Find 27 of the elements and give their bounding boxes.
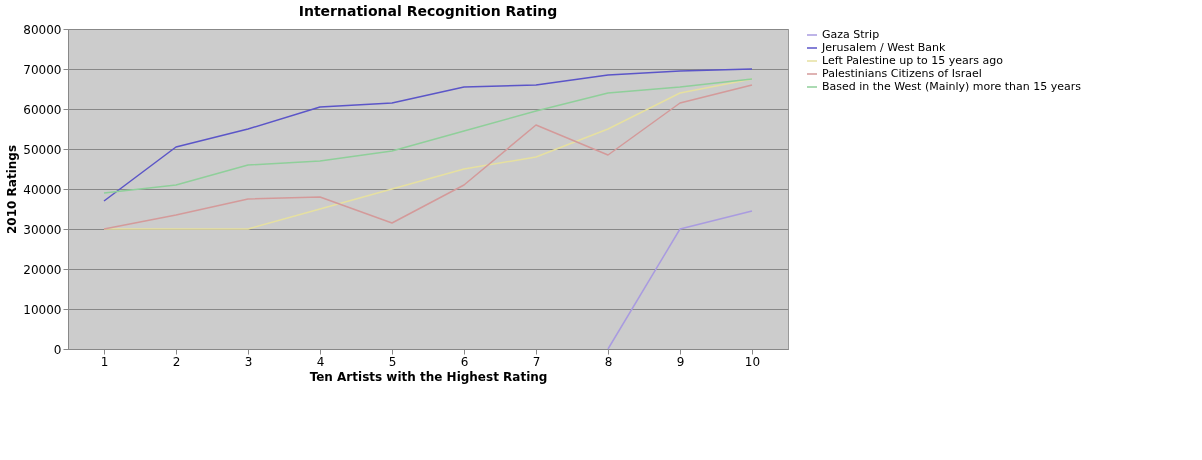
y-tick-label: 60000 (23, 102, 62, 117)
x-tick-label: 7 (532, 354, 541, 369)
x-tick-label: 8 (604, 354, 613, 369)
y-tick-label: 20000 (23, 262, 62, 277)
x-tick-label: 9 (676, 354, 685, 369)
x-tick-label: 6 (460, 354, 469, 369)
legend-label: Palestinians Citizens of Israel (822, 67, 982, 80)
y-tick-label: 40000 (23, 182, 62, 197)
x-tick-label: 5 (388, 354, 397, 369)
y-tick-label: 30000 (23, 222, 62, 237)
x-tick-label: 4 (316, 354, 325, 369)
legend-label: Based in the West (Mainly) more than 15 years (822, 80, 1082, 93)
y-tick-label: 70000 (23, 62, 62, 77)
legend-label: Gaza Strip (822, 28, 880, 41)
y-tick-label: 50000 (23, 142, 62, 157)
x-tick-label: 3 (244, 354, 253, 369)
legend-label: Left Palestine up to 15 years ago (822, 54, 1004, 67)
y-axis-title: 2010 Ratings (5, 144, 20, 235)
chart-title: International Recognition Rating (298, 3, 558, 19)
y-tick-label: 80000 (23, 22, 62, 37)
x-tick-label: 2 (172, 354, 181, 369)
x-axis-title: Ten Artists with the Highest Rating (309, 369, 548, 384)
x-tick-label: 1 (100, 354, 109, 369)
y-tick-label: 10000 (23, 302, 62, 317)
y-tick-label: 0 (53, 342, 62, 357)
x-tick-label: 10 (744, 354, 761, 369)
legend-label: Jerusalem / West Bank (821, 41, 947, 54)
